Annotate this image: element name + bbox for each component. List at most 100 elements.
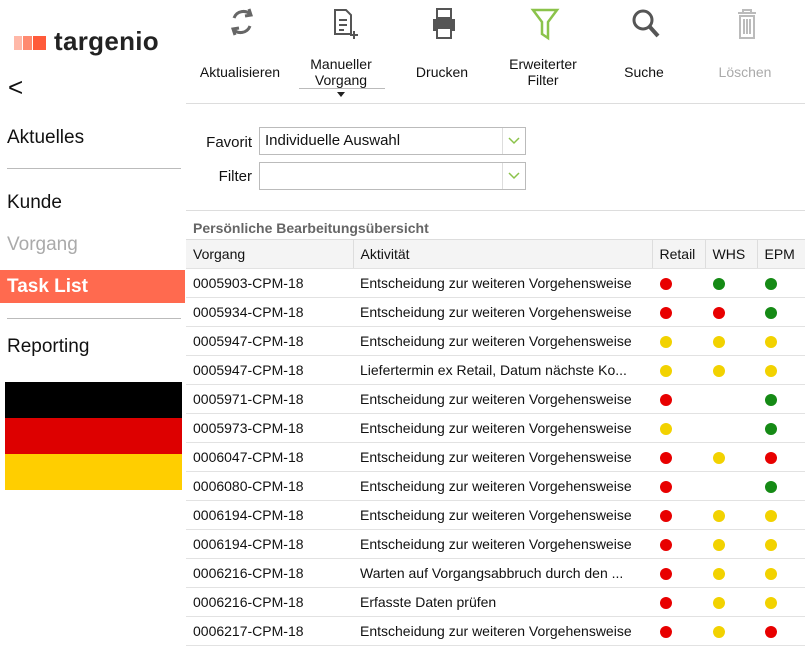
- dropdown-arrow: [502, 163, 520, 189]
- toolbar-button[interactable]: Drucken: [392, 0, 492, 100]
- status-cell: [757, 268, 805, 298]
- status-cell: [705, 326, 757, 356]
- table-row[interactable]: 0006080-CPM-18 Entscheidung zur weiteren …: [186, 471, 805, 501]
- toolbar-button: Löschen: [695, 0, 795, 100]
- status-dot: [660, 568, 672, 581]
- table-row[interactable]: 0006217-CPM-18 Entscheidung zur weiteren …: [186, 616, 805, 646]
- toolbar-label: Löschen: [718, 64, 772, 80]
- table-cell: Entscheidung zur weiteren Vorgehensweise: [353, 268, 652, 298]
- toolbar-button[interactable]: Manueller Vorgang: [291, 0, 391, 100]
- column-header[interactable]: Retail: [652, 239, 706, 269]
- toolbar-label: Aktualisieren: [199, 64, 281, 80]
- status-dot: [713, 336, 725, 349]
- toolbar-button[interactable]: Suche: [594, 0, 694, 100]
- table-cell: Entscheidung zur weiteren Vorgehensweise: [353, 384, 652, 414]
- status-dot: [713, 452, 725, 465]
- toolbar-label: Manueller Vorgang: [310, 56, 372, 88]
- table-row[interactable]: 0005903-CPM-18 Entscheidung zur weiteren …: [186, 268, 805, 298]
- status-dot: [660, 626, 672, 639]
- table-row[interactable]: 0005934-CPM-18 Entscheidung zur weiteren …: [186, 297, 805, 327]
- status-cell: [652, 500, 705, 530]
- status-dot: [660, 510, 672, 523]
- column-header[interactable]: WHS: [705, 239, 758, 269]
- toolbar-button[interactable]: Aktualisieren: [190, 0, 290, 100]
- table-cell: Entscheidung zur weiteren Vorgehensweise: [353, 529, 652, 559]
- status-cell: [757, 355, 805, 385]
- toolbar-button[interactable]: Erweiterter Filter: [493, 0, 593, 100]
- status-cell: [652, 355, 705, 385]
- status-dot: [765, 539, 777, 552]
- table-row[interactable]: 0005947-CPM-18 Entscheidung zur weiteren …: [186, 326, 805, 356]
- table-row[interactable]: 0005947-CPM-18 Liefertermin ex Retail, Da…: [186, 355, 805, 385]
- menu-item[interactable]: Kunde: [7, 192, 62, 213]
- favorit-select[interactable]: Individuelle Auswahl: [259, 127, 526, 155]
- menu-item[interactable]: Reporting: [7, 336, 90, 357]
- back-button[interactable]: <: [8, 72, 24, 102]
- status-dot: [660, 597, 672, 610]
- status-dot: [765, 365, 777, 378]
- filter-select[interactable]: [259, 162, 526, 190]
- status-dot: [765, 481, 777, 494]
- status-cell: [705, 500, 757, 530]
- status-cell: [652, 326, 705, 356]
- column-header[interactable]: EPM: [757, 239, 805, 269]
- separator: [7, 318, 181, 319]
- table-row[interactable]: 0006216-CPM-18 Warten auf Vorgangsabbruch…: [186, 558, 805, 588]
- status-dot: [713, 539, 725, 552]
- table-cell: 0005934-CPM-18: [186, 297, 353, 327]
- status-dot: [660, 394, 672, 407]
- status-dot: [765, 597, 777, 610]
- table-cell: Entscheidung zur weiteren Vorgehensweise: [353, 297, 652, 327]
- status-cell: [652, 384, 705, 414]
- status-cell: [757, 384, 805, 414]
- status-cell: [705, 268, 757, 298]
- status-cell: [652, 616, 705, 646]
- table-cell: 0006217-CPM-18: [186, 616, 353, 646]
- status-dot: [660, 307, 672, 320]
- status-dot: [765, 626, 777, 639]
- table-cell: 0005947-CPM-18: [186, 326, 353, 356]
- table-row[interactable]: 0006194-CPM-18 Entscheidung zur weiteren …: [186, 529, 805, 559]
- table-row[interactable]: 0005973-CPM-18 Entscheidung zur weiteren …: [186, 413, 805, 443]
- table-cell: Entscheidung zur weiteren Vorgehensweise: [353, 442, 652, 472]
- status-cell: [757, 616, 805, 646]
- table-row[interactable]: 0006216-CPM-18 Erfasste Daten prüfen: [186, 587, 805, 617]
- status-cell: [757, 442, 805, 472]
- menu-item[interactable]: Aktuelles: [7, 127, 85, 148]
- status-cell: [705, 297, 757, 327]
- dropdown-caret[interactable]: [337, 92, 345, 97]
- status-dot: [660, 336, 672, 349]
- status-cell: [757, 500, 805, 530]
- table-row[interactable]: 0005971-CPM-18 Entscheidung zur weiteren …: [186, 384, 805, 414]
- toolbar-label: Suche: [624, 64, 664, 80]
- menu-item[interactable]: Task List: [0, 270, 185, 303]
- status-cell: [652, 587, 705, 617]
- table-row[interactable]: 0006047-CPM-18 Entscheidung zur weiteren …: [186, 442, 805, 472]
- separator: [7, 168, 181, 169]
- favorit-label: Favorit: [206, 134, 252, 151]
- status-dot: [660, 278, 672, 291]
- table-cell: Entscheidung zur weiteren Vorgehensweise: [353, 326, 652, 356]
- status-dot: [765, 452, 777, 465]
- table-cell: 0006194-CPM-18: [186, 500, 353, 530]
- table-cell: 0006047-CPM-18: [186, 442, 353, 472]
- status-dot: [765, 423, 777, 436]
- column-header[interactable]: Aktivität: [353, 239, 653, 269]
- column-header[interactable]: Vorgang: [186, 239, 354, 269]
- status-cell: [757, 529, 805, 559]
- status-dot: [765, 336, 777, 349]
- table-row[interactable]: 0006194-CPM-18 Entscheidung zur weiteren …: [186, 500, 805, 530]
- toolbar-icon: [632, 9, 660, 38]
- status-dot: [765, 568, 777, 581]
- table-cell: 0005973-CPM-18: [186, 413, 353, 443]
- status-dot: [713, 626, 725, 639]
- toolbar-icon: [433, 8, 455, 39]
- toolbar-icon: [530, 8, 560, 41]
- menu-item: Vorgang: [7, 234, 78, 255]
- table-cell: 0005947-CPM-18: [186, 355, 353, 385]
- toolbar-label: Erweiterter Filter: [509, 56, 577, 88]
- status-cell: [705, 587, 757, 617]
- table-cell: Warten auf Vorgangsabbruch durch den ...: [353, 558, 652, 588]
- toolbar-icon: [738, 9, 756, 39]
- table-cell: Erfasste Daten prüfen: [353, 587, 652, 617]
